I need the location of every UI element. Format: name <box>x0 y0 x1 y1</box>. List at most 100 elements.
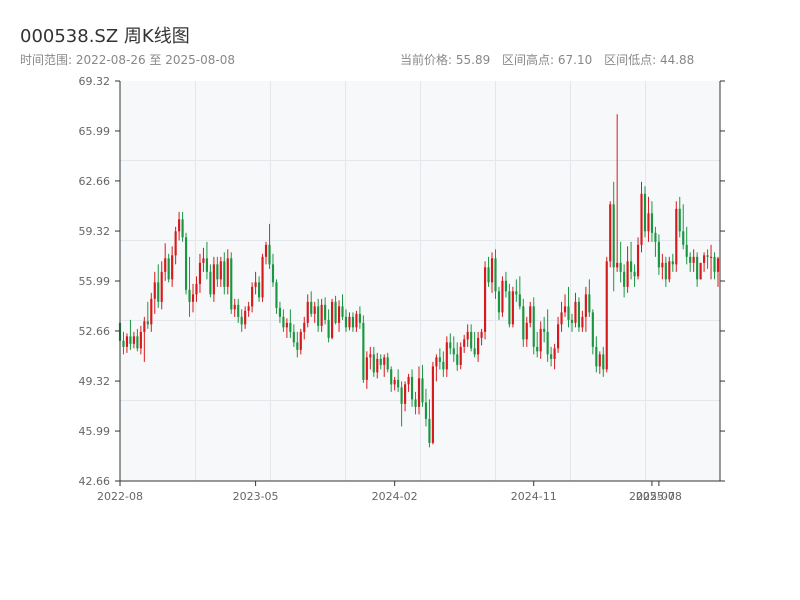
candle <box>174 226 177 265</box>
candle-body <box>685 244 688 257</box>
candle-body <box>188 289 191 302</box>
candle <box>716 256 720 287</box>
candle <box>264 241 268 265</box>
candle-body <box>595 346 598 367</box>
candle-body <box>247 306 250 311</box>
candle-body <box>296 342 299 350</box>
candle-body <box>581 316 584 328</box>
candle-body <box>410 376 414 400</box>
candle-body <box>341 306 344 317</box>
candle-body <box>577 301 581 328</box>
candle-body <box>122 340 125 347</box>
candle <box>223 252 226 295</box>
candle <box>233 298 236 317</box>
candle <box>164 243 167 281</box>
candle-body <box>647 213 650 232</box>
candle <box>661 253 664 280</box>
candle-body <box>602 354 605 370</box>
candle-body <box>452 348 455 355</box>
candle-body <box>209 271 212 295</box>
candle-body <box>504 280 507 292</box>
candle <box>414 391 417 415</box>
candle-body <box>657 241 660 268</box>
candle-body <box>424 402 428 419</box>
candle-body <box>331 301 334 338</box>
candle <box>459 342 462 370</box>
candle <box>713 252 716 280</box>
candle-body <box>355 313 358 328</box>
candle-body <box>362 322 365 380</box>
candle-body <box>588 294 591 313</box>
candle <box>410 369 414 407</box>
candle-body <box>563 306 567 313</box>
candle <box>306 294 309 328</box>
candle <box>369 346 372 370</box>
candle <box>216 256 219 287</box>
candle <box>494 249 497 299</box>
candle-body <box>212 264 215 295</box>
candle <box>261 253 264 302</box>
candle-body <box>640 193 643 245</box>
candle <box>602 346 605 377</box>
candle-body <box>477 337 480 355</box>
candle <box>609 201 612 268</box>
candle-body <box>636 244 640 277</box>
candle-body <box>390 369 393 385</box>
candle-body <box>383 357 386 365</box>
candle <box>445 336 448 377</box>
candle-body <box>553 348 556 359</box>
candle <box>689 252 692 272</box>
candle <box>529 301 532 328</box>
candle <box>191 283 195 313</box>
candle <box>560 301 563 332</box>
candle <box>244 306 247 329</box>
candle <box>181 211 184 242</box>
candle <box>591 309 594 355</box>
candle-body <box>219 261 222 280</box>
candle <box>675 201 678 272</box>
candle <box>431 361 434 445</box>
candle-body <box>515 291 518 295</box>
candle-body <box>508 291 511 325</box>
candle-body <box>376 358 379 373</box>
candle-body <box>237 304 240 317</box>
candle-body <box>574 301 577 323</box>
candle <box>706 249 709 269</box>
candle-body <box>536 346 539 352</box>
candle <box>483 261 487 340</box>
candle-body <box>153 282 156 299</box>
candle <box>184 232 188 295</box>
candle-body <box>244 310 247 325</box>
candle-body <box>191 294 195 302</box>
y-tick-label: 69.32 <box>79 75 111 88</box>
candle-body <box>470 331 473 349</box>
candle-body <box>264 244 268 257</box>
candle <box>341 294 344 320</box>
grid-lines <box>120 81 720 481</box>
candle-body <box>616 262 619 268</box>
candle <box>254 271 257 295</box>
candle-body <box>546 331 549 355</box>
candle-body <box>696 256 699 280</box>
candle <box>237 298 240 323</box>
candle <box>188 256 191 317</box>
candle <box>428 399 431 448</box>
candle-body <box>522 306 525 340</box>
candle <box>372 346 375 377</box>
candle <box>143 316 146 362</box>
candle <box>202 247 205 272</box>
candle-body <box>198 262 202 284</box>
candle <box>525 316 528 347</box>
x-axis-ticks: 2022-08 2023-05 2024-02 2024-11 2025-072025-… <box>97 481 682 503</box>
candle-body <box>716 258 720 272</box>
candle-body <box>372 354 375 373</box>
candle <box>612 181 615 292</box>
y-tick-label: 49.32 <box>79 375 111 388</box>
candle <box>240 309 243 332</box>
candle <box>390 366 393 392</box>
candle <box>522 298 525 347</box>
candle <box>230 252 233 314</box>
candle-body <box>254 282 257 287</box>
x-tick-label: 2025-07 <box>629 490 675 503</box>
candle-body <box>609 204 612 262</box>
